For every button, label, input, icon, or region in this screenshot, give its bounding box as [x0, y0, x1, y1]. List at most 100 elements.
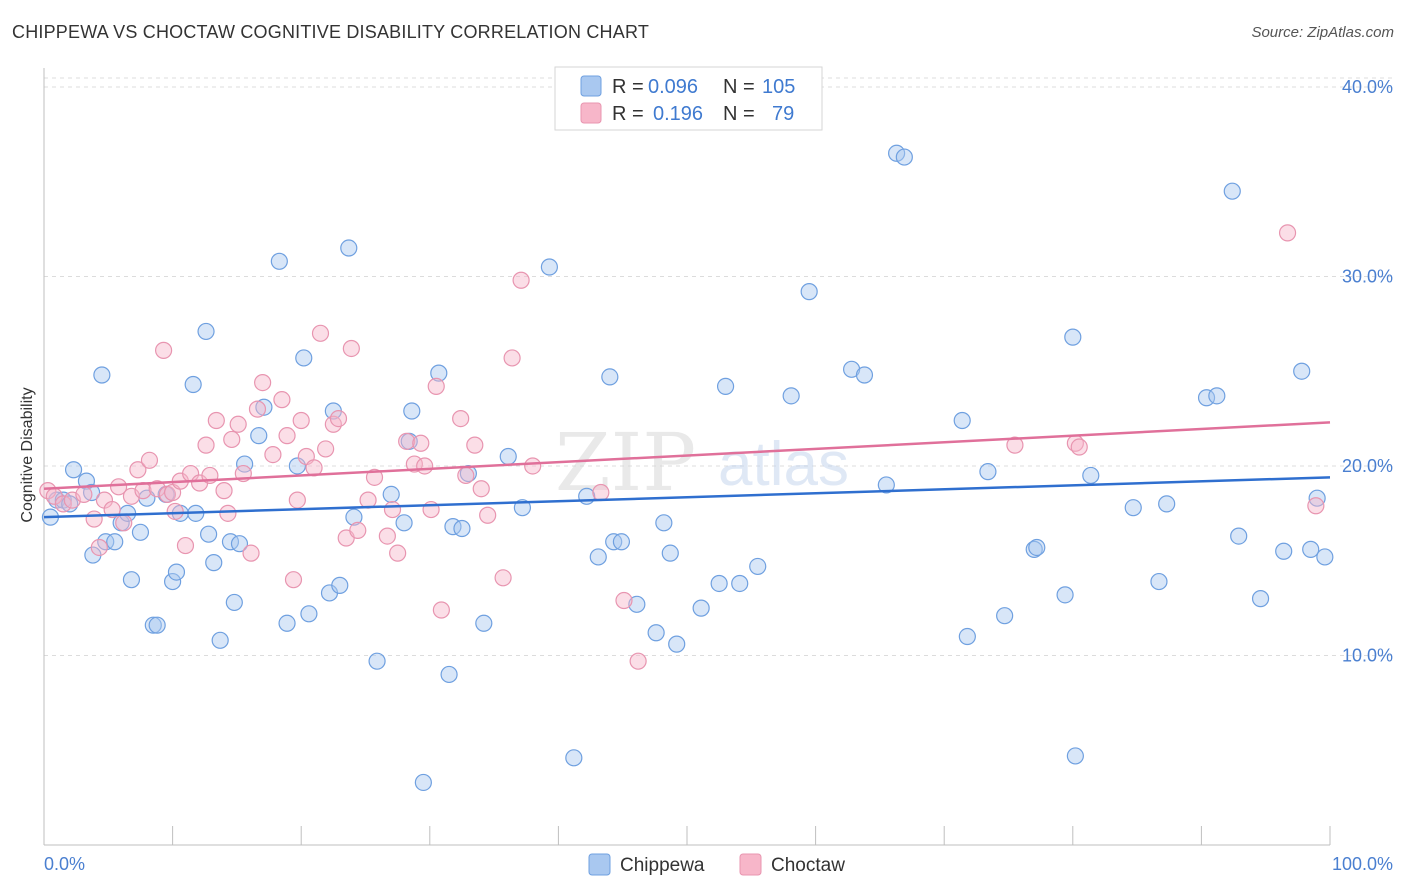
data-point-chippewa	[895, 148, 913, 166]
data-point-chippewa	[382, 485, 400, 504]
data-point-chippewa	[164, 572, 182, 591]
x-tick-label-min: 0.0%	[44, 854, 85, 874]
data-point-chippewa	[1028, 538, 1046, 557]
data-point-chippewa	[1275, 542, 1293, 560]
data-point-choctaw	[166, 502, 184, 521]
series-choctaw	[39, 224, 1325, 670]
data-point-choctaw	[629, 652, 647, 670]
data-point-chippewa	[612, 533, 631, 551]
data-point-chippewa	[1064, 328, 1082, 346]
data-point-chippewa	[340, 239, 358, 257]
data-point-choctaw	[466, 436, 484, 454]
data-point-chippewa	[368, 652, 386, 670]
data-point-chippewa	[93, 366, 111, 384]
data-point-choctaw	[479, 506, 497, 524]
data-point-chippewa	[1056, 586, 1074, 604]
data-point-chippewa	[996, 607, 1014, 625]
data-point-choctaw	[248, 400, 267, 418]
data-point-chippewa	[1158, 495, 1176, 513]
data-point-chippewa	[184, 375, 202, 394]
data-point-choctaw	[140, 451, 159, 469]
data-point-chippewa	[578, 487, 596, 505]
data-point-chippewa	[716, 377, 735, 395]
data-point-chippewa	[692, 599, 710, 617]
data-point-choctaw	[452, 409, 470, 428]
watermark: ZIP atlas	[555, 416, 849, 509]
y-tick-label: 40.0%	[1342, 77, 1393, 97]
data-point-choctaw	[273, 391, 291, 409]
data-point-choctaw	[229, 415, 247, 433]
data-point-chippewa	[1251, 590, 1270, 608]
trend-line-chippewa	[43, 476, 1331, 519]
data-point-chippewa	[540, 258, 558, 276]
data-point-chippewa	[453, 519, 471, 538]
data-point-choctaw	[1006, 436, 1024, 454]
data-point-choctaw	[219, 504, 237, 522]
data-point-chippewa	[295, 349, 313, 367]
data-point-chippewa	[131, 523, 150, 541]
data-point-chippewa	[782, 387, 800, 405]
data-point-choctaw	[90, 538, 108, 557]
data-point-choctaw	[317, 440, 335, 458]
data-point-choctaw	[342, 339, 360, 358]
data-point-chippewa	[1230, 527, 1248, 545]
data-point-choctaw	[512, 271, 530, 289]
data-point-chippewa	[1302, 540, 1320, 558]
data-point-chippewa	[144, 616, 162, 634]
y-tick-label: 20.0%	[1342, 456, 1393, 476]
legend-r-value-chippewa: 0.096	[648, 76, 698, 98]
data-point-chippewa	[668, 635, 686, 653]
data-point-chippewa	[1197, 389, 1216, 407]
x-tick-label-max: 100.0%	[1332, 854, 1393, 874]
data-point-chippewa	[1066, 747, 1084, 765]
data-point-choctaw	[427, 377, 445, 395]
data-point-choctaw	[129, 461, 147, 479]
data-point-chippewa	[565, 749, 583, 767]
trend-line-choctaw	[43, 421, 1331, 490]
watermark-sub: atlas	[718, 430, 849, 499]
data-point-choctaw	[389, 544, 407, 562]
watermark-main: ZIP	[555, 416, 696, 509]
data-point-chippewa	[230, 535, 249, 553]
data-point-choctaw	[405, 455, 423, 473]
data-point-chippewa	[345, 508, 363, 526]
data-point-chippewa	[64, 461, 83, 479]
data-point-chippewa	[1223, 182, 1241, 200]
data-point-chippewa	[655, 514, 673, 532]
grid-lines	[44, 77, 1393, 656]
data-point-choctaw	[54, 495, 72, 513]
data-point-chippewa	[749, 557, 767, 576]
data-point-chippewa	[278, 614, 296, 632]
data-point-chippewa	[270, 252, 288, 270]
data-point-choctaw	[1278, 224, 1297, 242]
data-point-choctaw	[109, 478, 128, 496]
data-point-choctaw	[615, 591, 633, 610]
y-tick-labels: 10.0% 20.0% 30.0% 40.0%	[1342, 77, 1393, 666]
data-point-choctaw	[365, 468, 384, 486]
data-point-chippewa	[414, 773, 432, 792]
legend-swatch-chippewa	[580, 75, 602, 97]
data-point-choctaw	[432, 601, 450, 619]
data-point-chippewa	[331, 576, 349, 594]
data-point-chippewa	[628, 595, 646, 613]
data-point-choctaw	[1070, 438, 1088, 456]
data-point-choctaw	[207, 411, 225, 430]
data-point-chippewa	[601, 368, 619, 386]
legend-n-value-chippewa: 105	[762, 76, 795, 98]
data-point-choctaw	[398, 432, 416, 450]
data-point-choctaw	[592, 483, 610, 502]
bottom-legend-swatch-choctaw	[739, 853, 762, 876]
y-tick-label: 30.0%	[1342, 266, 1393, 286]
data-point-chippewa	[877, 476, 895, 494]
data-point-chippewa	[200, 525, 218, 543]
data-point-choctaw	[176, 536, 195, 555]
data-point-choctaw	[254, 373, 272, 392]
data-point-choctaw	[197, 436, 215, 454]
bottom-legend: Chippewa Choctaw	[588, 853, 845, 876]
data-point-choctaw	[359, 491, 377, 509]
legend-r-label-chippewa: R =	[612, 76, 644, 98]
data-point-chippewa	[1293, 362, 1311, 380]
data-point-chippewa	[589, 548, 607, 566]
data-point-choctaw	[115, 514, 133, 532]
